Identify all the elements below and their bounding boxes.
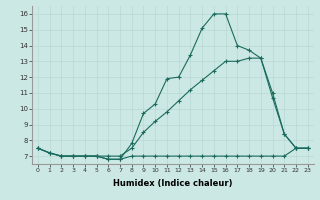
X-axis label: Humidex (Indice chaleur): Humidex (Indice chaleur) — [113, 179, 233, 188]
